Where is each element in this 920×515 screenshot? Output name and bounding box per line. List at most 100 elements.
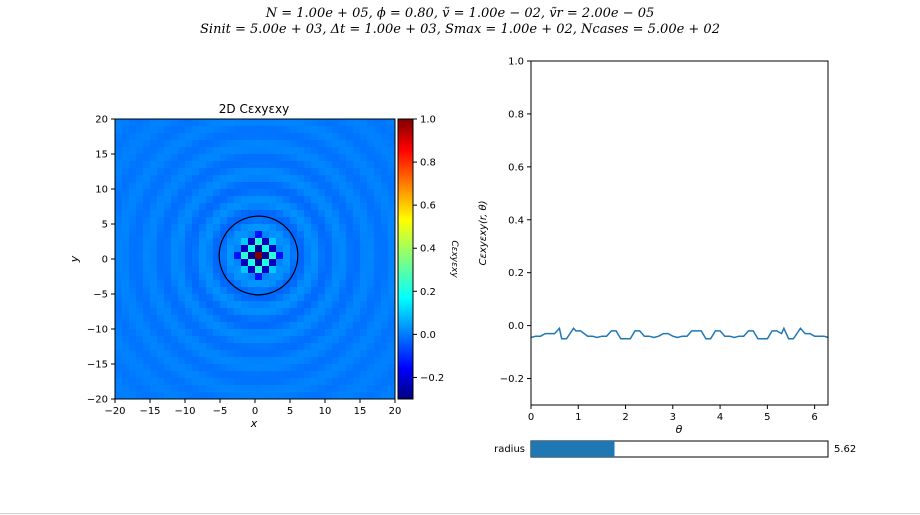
heatmap-cell bbox=[367, 252, 375, 260]
heatmap-cell bbox=[346, 119, 354, 127]
heatmap-cell bbox=[178, 231, 186, 239]
heatmap-cell bbox=[381, 147, 389, 155]
heatmap-cell bbox=[227, 308, 235, 316]
heatmap-cell bbox=[297, 147, 305, 155]
heatmap-cell bbox=[122, 133, 130, 141]
radius-slider-fill[interactable] bbox=[531, 441, 615, 457]
heatmap-cell bbox=[339, 189, 347, 197]
y-tick-label: 20 bbox=[95, 115, 108, 126]
heatmap-cell bbox=[276, 364, 284, 372]
heatmap-cell bbox=[297, 182, 305, 190]
heatmap-cell bbox=[269, 385, 277, 393]
heatmap-cell bbox=[143, 224, 151, 232]
heatmap-cell bbox=[339, 357, 347, 365]
heatmap-cell bbox=[304, 392, 312, 400]
heatmap-cell bbox=[269, 231, 277, 239]
heatmap-cell bbox=[353, 336, 361, 344]
heatmap-cell bbox=[255, 266, 263, 274]
x-tick-label: −10 bbox=[174, 406, 195, 417]
heatmap-cell bbox=[381, 161, 389, 169]
heatmap-cell bbox=[269, 287, 277, 295]
heatmap-cell bbox=[353, 182, 361, 190]
heatmap-cell bbox=[185, 182, 193, 190]
heatmap-cell bbox=[339, 287, 347, 295]
heatmap-cell bbox=[143, 196, 151, 204]
heatmap-cell bbox=[339, 203, 347, 211]
heatmap-cell bbox=[143, 336, 151, 344]
x-tick-label: −15 bbox=[139, 406, 160, 417]
heatmap-cell bbox=[255, 119, 263, 127]
heatmap-cell bbox=[248, 210, 256, 218]
heatmap-cell bbox=[262, 203, 270, 211]
heatmap-cell bbox=[290, 336, 298, 344]
heatmap-cell bbox=[283, 364, 291, 372]
heatmap-cell bbox=[360, 203, 368, 211]
heatmap-cell bbox=[276, 322, 284, 330]
heatmap-cell bbox=[248, 329, 256, 337]
heatmap-cell bbox=[213, 203, 221, 211]
heatmap-cell bbox=[381, 336, 389, 344]
heatmap-cell bbox=[115, 336, 123, 344]
heatmap-cell bbox=[360, 350, 368, 358]
heatmap-cell bbox=[332, 126, 340, 134]
heatmap-cell bbox=[234, 364, 242, 372]
heatmap-cell bbox=[136, 294, 144, 302]
heatmap-cell bbox=[304, 238, 312, 246]
heatmap-cell bbox=[157, 322, 165, 330]
heatmap-cell bbox=[360, 259, 368, 267]
heatmap-cell bbox=[346, 329, 354, 337]
heatmap-cell bbox=[129, 196, 137, 204]
heatmap-cell bbox=[332, 315, 340, 323]
heatmap-cell bbox=[276, 168, 284, 176]
heatmap-cell bbox=[311, 238, 319, 246]
heatmap-cell bbox=[339, 329, 347, 337]
heatmap-cell bbox=[206, 287, 214, 295]
heatmap-cell bbox=[381, 210, 389, 218]
heatmap-cell bbox=[304, 385, 312, 393]
heatmap-cell bbox=[234, 266, 242, 274]
heatmap-cell bbox=[381, 238, 389, 246]
heatmap-cell bbox=[318, 224, 326, 232]
heatmap-cell bbox=[234, 133, 242, 141]
heatmap-cell bbox=[325, 280, 333, 288]
heatmap-cell bbox=[262, 182, 270, 190]
heatmap-cell bbox=[199, 280, 207, 288]
heatmap-cell bbox=[192, 119, 200, 127]
heatmap-cell bbox=[241, 140, 249, 148]
heatmap-cell bbox=[353, 343, 361, 351]
heatmap-cell bbox=[360, 189, 368, 197]
heatmap-cell bbox=[339, 252, 347, 260]
heatmap-cell bbox=[318, 182, 326, 190]
heatmap-cell bbox=[276, 217, 284, 225]
heatmap-cell bbox=[136, 252, 144, 260]
heatmap-cell bbox=[241, 266, 249, 274]
heatmap-cell bbox=[353, 245, 361, 253]
heatmap-cell bbox=[360, 301, 368, 309]
heatmap-cell bbox=[290, 224, 298, 232]
heatmap-cell bbox=[136, 210, 144, 218]
heatmap-cell bbox=[332, 343, 340, 351]
heatmap-cell bbox=[192, 343, 200, 351]
heatmap-cell bbox=[283, 210, 291, 218]
heatmap-cell bbox=[227, 203, 235, 211]
heatmap-cell bbox=[206, 161, 214, 169]
heatmap-cell bbox=[367, 203, 375, 211]
heatmap-cell bbox=[185, 140, 193, 148]
heatmap-cell bbox=[241, 336, 249, 344]
heatmap-cell bbox=[136, 231, 144, 239]
heatmap-cell bbox=[150, 280, 158, 288]
heatmap-cell bbox=[325, 287, 333, 295]
heatmap-cell bbox=[311, 252, 319, 260]
heatmap-cell bbox=[346, 210, 354, 218]
heatmap-cell bbox=[178, 280, 186, 288]
heatmap-cell bbox=[318, 161, 326, 169]
heatmap-cell bbox=[248, 378, 256, 386]
heatmap-cell bbox=[374, 133, 382, 141]
heatmap-cell bbox=[339, 294, 347, 302]
heatmap-cell bbox=[318, 301, 326, 309]
heatmap-cell bbox=[255, 294, 263, 302]
heatmap-cell bbox=[248, 259, 256, 267]
heatmap-cell bbox=[129, 224, 137, 232]
heatmap-cell bbox=[129, 322, 137, 330]
heatmap-cell bbox=[157, 252, 165, 260]
